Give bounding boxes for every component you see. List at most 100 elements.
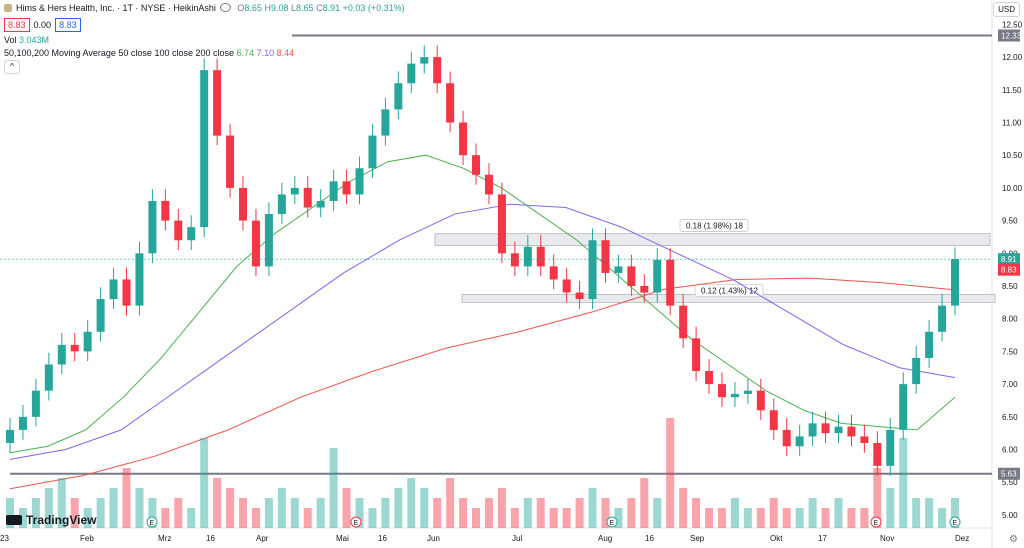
candle-body	[588, 240, 597, 300]
candle-body	[239, 187, 248, 221]
candle-body	[666, 259, 675, 306]
y-tick-label: 8.50	[1002, 282, 1018, 291]
candle-body	[575, 292, 584, 300]
candle-body	[187, 227, 196, 241]
candle-body	[601, 240, 610, 273]
earnings-marker-label: E	[874, 520, 879, 527]
x-tick-label: 17	[818, 534, 827, 543]
volume-bar	[83, 508, 92, 528]
spread-value: 0.00	[33, 20, 52, 30]
candle-body	[459, 122, 468, 156]
candle-body	[562, 279, 571, 293]
ma100-value: 7.10	[256, 48, 275, 58]
volume-bar	[148, 498, 157, 528]
candle-body	[756, 390, 765, 411]
close-price-tag: 8.83	[1001, 266, 1017, 275]
candle-body	[174, 220, 183, 241]
candle-body	[342, 181, 351, 195]
volume-bar	[484, 498, 493, 528]
volume-bar	[860, 508, 869, 528]
candle-body	[782, 429, 791, 447]
volume-bar	[588, 488, 597, 528]
candle-body	[433, 57, 442, 84]
volume-bar	[407, 478, 416, 528]
candle-body	[368, 135, 377, 169]
y-tick-label: 12.00	[1002, 53, 1023, 62]
close-value: 8.91	[322, 3, 341, 13]
volume-bar	[213, 478, 222, 528]
candle-body	[148, 200, 157, 254]
volume-bar	[303, 508, 312, 528]
volume-bar	[523, 498, 532, 528]
x-tick-label: Apr	[256, 534, 269, 543]
candle-body	[109, 279, 118, 300]
volume-bar	[18, 508, 27, 528]
symbol-title[interactable]: Hims & Hers Health, Inc. · 1T · NYSE · H…	[16, 3, 216, 13]
y-tick-label: 11.00	[1002, 118, 1022, 127]
candle-body	[951, 259, 959, 306]
volume-bar	[459, 498, 468, 528]
volume-bar	[821, 508, 830, 528]
x-tick-label: Mai	[336, 534, 349, 543]
candle-body	[679, 305, 688, 339]
candle-body	[795, 436, 804, 447]
x-tick-label: Jul	[512, 534, 522, 543]
eye-icon[interactable]	[219, 3, 231, 12]
volume-bar	[420, 488, 429, 528]
y-tick-label: 10.00	[1002, 184, 1023, 193]
collapse-legend-button[interactable]: ^	[4, 60, 20, 74]
earnings-marker-label: E	[150, 520, 155, 527]
earnings-marker	[870, 516, 882, 528]
currency-button[interactable]: USD	[993, 2, 1020, 17]
y-tick-label: 6.00	[1002, 446, 1018, 455]
volume-bar	[562, 508, 571, 528]
candle-body	[381, 109, 390, 136]
volume-bar	[226, 488, 235, 528]
candle-body	[251, 220, 260, 267]
volume-bar	[549, 508, 558, 528]
ma50-line	[9, 154, 956, 454]
volume-bar	[446, 478, 455, 528]
x-tick-label: Dez	[955, 534, 969, 543]
volume-bar	[122, 468, 131, 528]
candle-body	[31, 390, 40, 417]
y-tick-label: 10.50	[1002, 151, 1023, 160]
volume-bar	[899, 438, 908, 528]
candle-body	[640, 286, 649, 293]
gear-icon[interactable]: ⚙	[1009, 534, 1018, 545]
current-price-tag-bg	[998, 253, 1020, 266]
candle-body	[96, 299, 105, 332]
candle-body	[627, 266, 636, 287]
y-tick-label: 11.50	[1002, 86, 1022, 95]
volume-bar	[472, 508, 481, 528]
candle-body	[407, 63, 416, 84]
ma200-value: 8.44	[276, 48, 295, 58]
ma200-line	[9, 277, 956, 490]
candle-body	[705, 371, 714, 385]
high-value: 9.08	[270, 3, 289, 13]
volume-bar	[44, 488, 53, 528]
candle-body	[925, 331, 934, 358]
candle-body	[847, 426, 856, 437]
volume-bar	[886, 488, 895, 528]
y-tick-label: 12.50	[1002, 20, 1023, 29]
volume-bar	[925, 498, 934, 528]
volume-bar	[705, 508, 714, 528]
candle-body	[6, 429, 14, 443]
y-tick-label: 9.50	[1002, 217, 1018, 226]
candle-body	[420, 57, 429, 64]
x-tick-label: Sep	[690, 534, 705, 543]
x-tick-label: Mrz	[158, 534, 171, 543]
candle-body	[821, 423, 830, 434]
volume-bar	[912, 498, 921, 528]
bid-button[interactable]: 8.83	[4, 18, 30, 32]
candle-body	[873, 442, 882, 466]
ask-button[interactable]: 8.83	[55, 18, 81, 32]
volume-bar	[666, 418, 675, 528]
x-tick-label: 16	[645, 534, 654, 543]
volume-bar	[368, 508, 377, 528]
candle-body	[213, 70, 222, 136]
candle-body	[44, 364, 53, 391]
volume-bar	[782, 508, 791, 528]
